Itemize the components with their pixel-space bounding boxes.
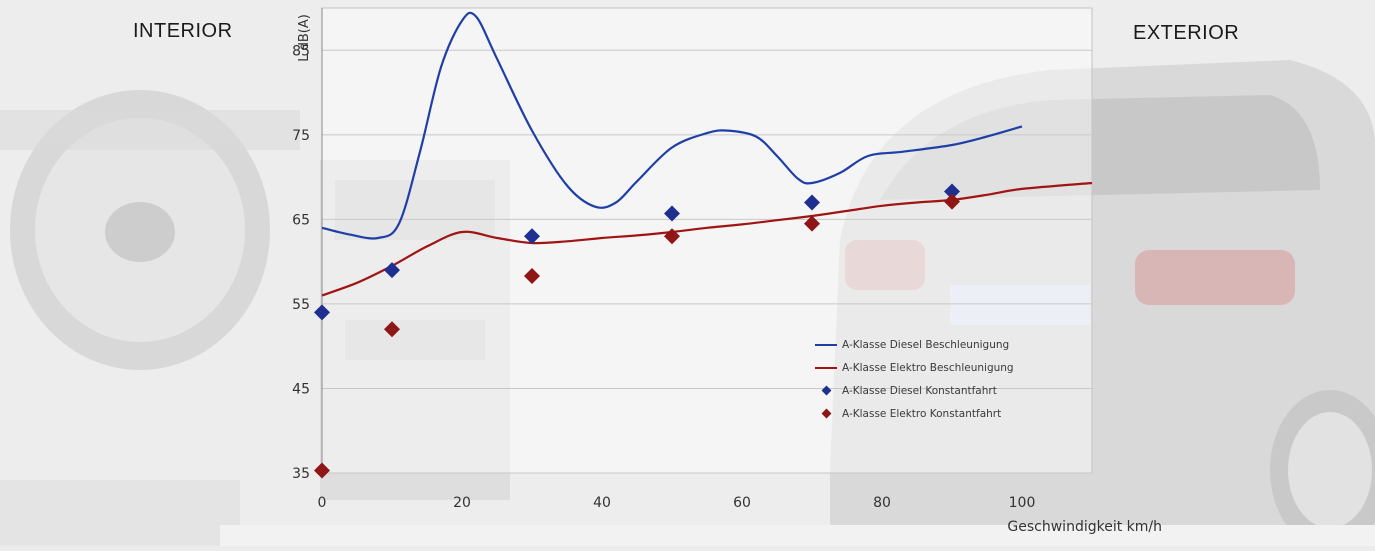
legend-entry-elektro-beschleunigung: A-Klasse Elektro Beschleunigung xyxy=(812,356,1062,379)
y-tick-label: 65 xyxy=(292,212,310,228)
legend-entry-elektro-konstantfahrt: A-Klasse Elektro Konstantfahrt xyxy=(812,402,1062,425)
x-axis-title: Geschwindigkeit km/h xyxy=(1007,519,1162,535)
x-tick-label: 0 xyxy=(318,495,327,511)
plot-area xyxy=(321,7,1093,474)
y-tick-label: 75 xyxy=(292,128,310,144)
series-3 xyxy=(314,193,960,479)
data-point xyxy=(524,268,540,285)
legend-entry-diesel-beschleunigung: A-Klasse Diesel Beschleunigung xyxy=(812,333,1062,356)
legend-entry-diesel-konstantfahrt: A-Klasse Diesel Konstantfahrt xyxy=(812,379,1062,402)
legend-label: A-Klasse Diesel Beschleunigung xyxy=(842,338,1010,351)
series-1 xyxy=(321,181,1093,297)
legend-label: A-Klasse Elektro Konstantfahrt xyxy=(842,407,1002,420)
data-point xyxy=(314,304,330,321)
y-axis-title: L dB(A) xyxy=(297,14,312,62)
data-point xyxy=(384,321,400,338)
y-tick-label: 55 xyxy=(292,297,310,313)
series-line xyxy=(321,181,1093,297)
legend-label: A-Klasse Elektro Beschleunigung xyxy=(842,361,1014,374)
data-point xyxy=(664,205,680,222)
x-tick-label: 40 xyxy=(593,495,611,511)
x-tick-label: 100 xyxy=(1009,495,1036,511)
x-tick-label: 60 xyxy=(733,495,751,511)
y-tick-label: 45 xyxy=(292,381,310,397)
legend-label: A-Klasse Diesel Konstantfahrt xyxy=(842,384,997,397)
chart-legend: A-Klasse Diesel Beschleunigung A-Klasse … xyxy=(812,333,1062,425)
interior-label: INTERIOR xyxy=(133,20,233,42)
series-layer xyxy=(314,11,1093,479)
exterior-label: EXTERIOR xyxy=(1133,22,1240,44)
tick-labels: 35 45 55 65 75 85 0 20 40 60 80 100 L dB(A) Geschwind… xyxy=(292,14,1162,535)
chart-grid xyxy=(321,7,1093,474)
series-0 xyxy=(321,11,1023,240)
data-point xyxy=(314,462,330,479)
data-point xyxy=(944,183,960,200)
legend-line-blue xyxy=(812,339,842,351)
data-point xyxy=(804,215,820,232)
data-point xyxy=(944,193,960,210)
series-2 xyxy=(314,183,960,321)
legend-diamond-red xyxy=(812,408,842,420)
data-point xyxy=(384,262,400,279)
data-point xyxy=(804,194,820,211)
series-line xyxy=(321,11,1023,240)
x-tick-label: 20 xyxy=(453,495,471,511)
legend-line-red xyxy=(812,362,842,374)
legend-diamond-blue xyxy=(812,385,842,397)
x-tick-label: 80 xyxy=(873,495,891,511)
data-point xyxy=(524,228,540,245)
y-tick-label: 35 xyxy=(292,466,310,482)
data-point xyxy=(664,228,680,245)
y-tick-label: 85 xyxy=(292,43,310,59)
